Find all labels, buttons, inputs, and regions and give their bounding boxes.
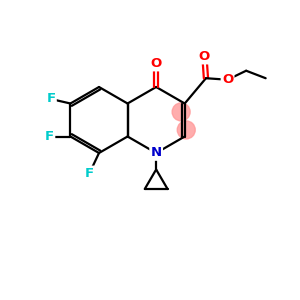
Text: F: F xyxy=(85,167,94,180)
Text: O: O xyxy=(222,73,233,86)
Text: O: O xyxy=(151,57,162,70)
Text: F: F xyxy=(45,130,54,143)
Text: O: O xyxy=(199,50,210,63)
Circle shape xyxy=(177,121,195,139)
Circle shape xyxy=(172,103,190,121)
Text: F: F xyxy=(46,92,56,106)
Text: N: N xyxy=(151,146,162,160)
